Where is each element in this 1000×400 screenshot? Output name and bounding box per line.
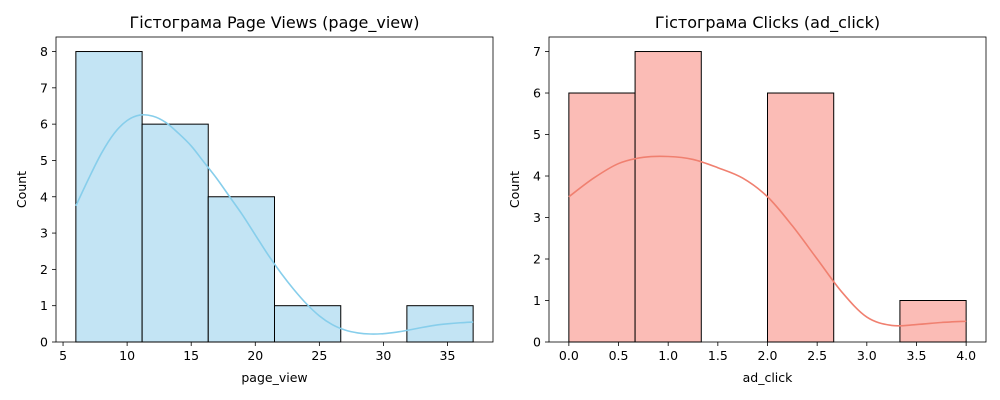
x-tick-label: 3.5: [907, 348, 927, 363]
y-tick-label: 0: [40, 335, 48, 350]
x-tick-label: 4.0: [956, 348, 976, 363]
y-tick-label: 3: [533, 210, 541, 225]
x-tick-label: 3.0: [857, 348, 877, 363]
y-tick-label: 5: [533, 127, 541, 142]
y-tick-label: 2: [40, 262, 48, 277]
y-tick-label: 1: [40, 298, 48, 313]
y-tick-label: 1: [533, 293, 541, 308]
y-tick-label: 7: [40, 80, 48, 95]
y-tick-label: 0: [533, 335, 541, 350]
axes-frame: [55, 36, 494, 343]
histogram-clicks: 0.0 0.5 1.0 1.5 2.0 2.5 3.0 3.5 4.0 0 1 2 3 4 5 6 7 Гісто…: [507, 13, 987, 385]
y-axis-label: Count: [507, 171, 522, 208]
x-tick-label: 15: [183, 348, 199, 363]
y-axis-label: Count: [14, 171, 29, 208]
y-tick-label: 5: [40, 153, 48, 168]
x-tick-label: 30: [375, 348, 391, 363]
y-tick-label: 3: [40, 226, 48, 241]
y-tick-label: 6: [40, 117, 48, 132]
x-tick-label: 20: [247, 348, 263, 363]
histogram-bar: [75, 51, 143, 343]
y-tick-label: 4: [533, 169, 541, 184]
x-tick-label: 2.5: [807, 348, 827, 363]
y-tick-label: 6: [533, 86, 541, 101]
x-tick-label: 0.0: [559, 348, 579, 363]
histogram-bar: [141, 123, 209, 343]
x-tick-label: 1.0: [658, 348, 678, 363]
histogram-bar: [207, 196, 275, 343]
x-tick-label: 2.0: [758, 348, 778, 363]
x-tick-label: 1.5: [708, 348, 728, 363]
y-tick-label: 2: [533, 252, 541, 267]
histogram-bar: [634, 51, 702, 343]
chart-title: Гістограма Page Views (page_view): [130, 13, 420, 33]
histogram-bar: [767, 92, 835, 343]
x-tick-label: 35: [440, 348, 456, 363]
x-tick-label: 5: [59, 348, 67, 363]
y-tick-label: 8: [40, 44, 48, 59]
histogram-bar: [568, 92, 636, 343]
x-tick-label: 25: [311, 348, 327, 363]
kde-line: [568, 155, 967, 327]
x-tick-label: 10: [119, 348, 135, 363]
histogram-page-views: 5 10 15 20 25 30 35 0 1 2 3 4 5 6 7 8 Гістограма Page Vi…: [14, 13, 494, 385]
y-tick-label: 7: [533, 44, 541, 59]
x-tick-label: 0.5: [609, 348, 629, 363]
y-tick-label: 4: [40, 189, 48, 204]
kde-line: [75, 113, 474, 335]
chart-title: Гістограма Clicks (ad_click): [655, 13, 880, 33]
x-axis-label: ad_click: [743, 370, 794, 385]
x-axis-label: page_view: [241, 370, 307, 385]
